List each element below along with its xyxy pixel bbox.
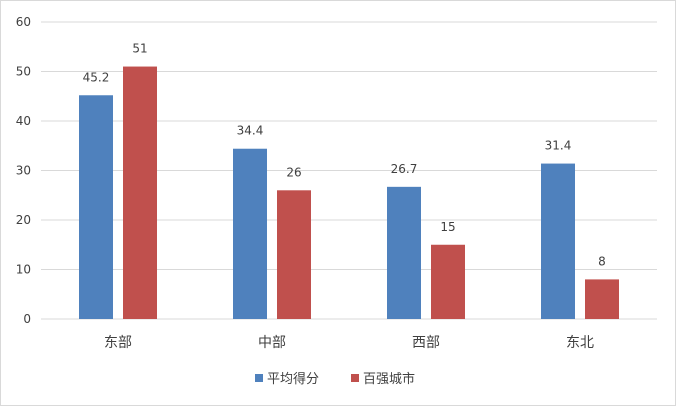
bars	[79, 66, 619, 319]
bar-avg-score	[387, 186, 421, 319]
data-label: 15	[440, 220, 455, 234]
data-label: 8	[598, 254, 606, 268]
y-tick-label: 60	[16, 15, 31, 29]
data-label: 26.7	[391, 162, 418, 176]
data-label: 26	[286, 165, 301, 179]
y-tick-label: 20	[16, 213, 31, 227]
x-category-label: 中部	[258, 335, 286, 351]
legend-label: 平均得分	[267, 371, 319, 387]
x-category-label: 西部	[412, 335, 440, 351]
bar-top100-cities	[277, 190, 311, 319]
legend: 平均得分 百强城市	[255, 371, 415, 387]
x-axis-categories: 东部 中部 西部 东北	[104, 335, 594, 351]
y-tick-label: 50	[16, 65, 31, 79]
bar-top100-cities	[431, 244, 465, 319]
y-tick-label: 0	[23, 312, 31, 326]
y-tick-label: 10	[16, 263, 31, 277]
y-tick-label: 40	[16, 114, 31, 128]
data-label: 34.4	[237, 124, 264, 138]
legend-label: 百强城市	[363, 371, 415, 387]
x-category-label: 东北	[566, 335, 594, 351]
data-label: 31.4	[545, 139, 572, 153]
x-category-label: 东部	[104, 335, 132, 351]
bar-avg-score	[233, 148, 267, 319]
bar-avg-score	[79, 95, 113, 319]
data-labels: 45.2 51 34.4 26 26.7 15 31.4 8	[83, 42, 606, 269]
bar-avg-score	[541, 163, 575, 319]
legend-swatch	[255, 374, 263, 382]
data-label: 51	[132, 42, 147, 56]
bar-top100-cities	[585, 279, 619, 319]
y-tick-label: 30	[16, 164, 31, 178]
bar-top100-cities	[123, 66, 157, 319]
legend-swatch	[351, 374, 359, 382]
data-label: 45.2	[83, 70, 110, 84]
y-axis-ticks: 0 10 20 30 40 50 60	[16, 15, 31, 326]
